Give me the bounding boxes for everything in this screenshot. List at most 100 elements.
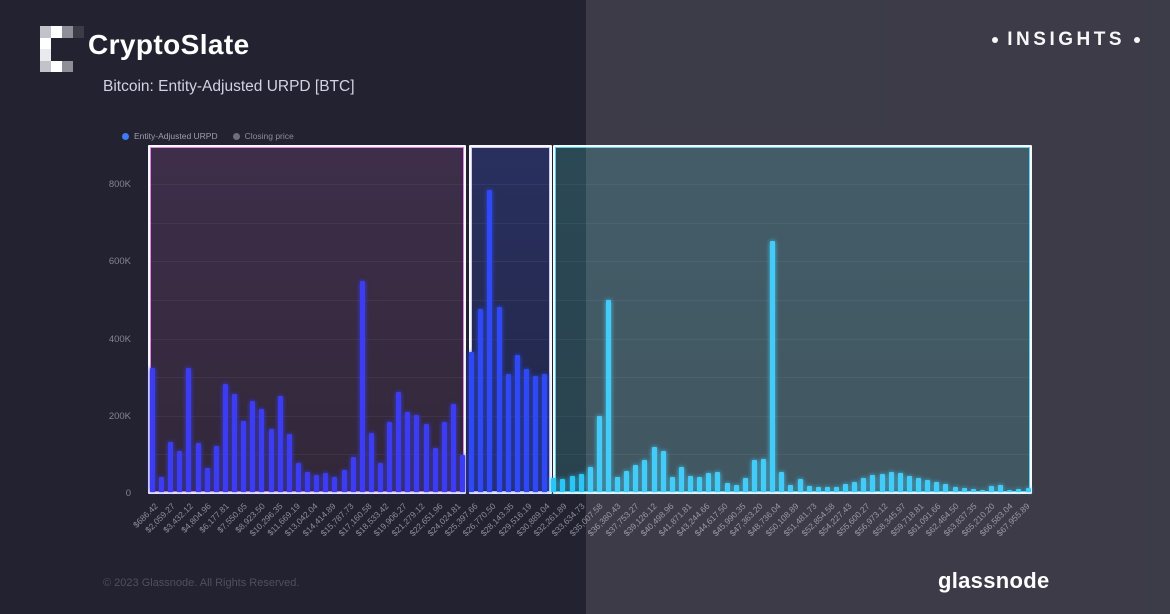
urpd-bar-75 xyxy=(833,486,839,492)
urpd-bar-27 xyxy=(396,391,402,492)
urpd-bar-9 xyxy=(232,394,238,492)
urpd-bar-81 xyxy=(888,471,894,492)
region-high-price-band xyxy=(553,145,1032,494)
urpd-bar-33 xyxy=(450,404,456,492)
urpd-bar-44 xyxy=(551,478,557,492)
y-tick-label: 600K xyxy=(108,256,131,268)
urpd-bar-23 xyxy=(359,280,365,492)
urpd-bar-10 xyxy=(241,421,247,492)
urpd-bar-2 xyxy=(168,441,174,492)
urpd-bar-25 xyxy=(377,463,383,492)
urpd-bar-0 xyxy=(150,367,155,492)
insights-label: INSIGHTS xyxy=(1007,29,1125,50)
urpd-bar-4 xyxy=(186,368,192,492)
y-tick-label: 0 xyxy=(125,488,131,499)
urpd-bar-84 xyxy=(916,478,922,492)
legend-label: Entity-Adjusted URPD xyxy=(134,131,218,141)
urpd-bar-91 xyxy=(979,490,985,492)
urpd-bar-15 xyxy=(286,434,292,492)
urpd-bar-5 xyxy=(195,442,201,492)
urpd-bar-49 xyxy=(596,415,602,492)
urpd-bar-95 xyxy=(1016,488,1022,492)
urpd-bar-30 xyxy=(423,424,429,492)
urpd-bar-72 xyxy=(806,485,812,492)
urpd-bar-77 xyxy=(852,481,858,492)
legend-label: Closing price xyxy=(244,131,294,141)
y-tick-label: 800K xyxy=(108,179,131,190)
urpd-bar-11 xyxy=(250,401,256,492)
urpd-bar-86 xyxy=(934,481,940,492)
urpd-bar-18 xyxy=(314,475,320,492)
urpd-bar-26 xyxy=(387,422,393,492)
copyright-text: © 2023 Glassnode. All Rights Reserved. xyxy=(103,577,300,589)
urpd-bar-93 xyxy=(998,485,1004,492)
cryptoslate-logo xyxy=(40,26,84,72)
urpd-bar-54 xyxy=(642,459,648,492)
bullet-dot-icon xyxy=(1134,37,1140,43)
gridline xyxy=(150,261,1030,263)
urpd-bar-65 xyxy=(742,478,748,492)
urpd-bar-57 xyxy=(669,476,675,492)
urpd-bar-51 xyxy=(615,477,621,492)
urpd-bar-69 xyxy=(779,471,785,492)
urpd-bar-90 xyxy=(970,488,976,492)
chart-legend: Entity-Adjusted URPD Closing price xyxy=(122,131,294,141)
urpd-bar-73 xyxy=(815,486,821,492)
urpd-bar-13 xyxy=(268,429,274,492)
urpd-bar-24 xyxy=(368,432,374,492)
gridline xyxy=(150,299,1030,301)
urpd-bar-66 xyxy=(751,459,757,492)
urpd-bar-38 xyxy=(496,307,502,492)
legend-dot-icon xyxy=(122,132,129,140)
gridline xyxy=(150,222,1030,224)
gridline xyxy=(150,454,1030,456)
urpd-bar-55 xyxy=(651,446,657,492)
urpd-bar-74 xyxy=(824,486,830,492)
urpd-bar-28 xyxy=(405,411,411,492)
urpd-bar-53 xyxy=(633,464,639,492)
urpd-bar-1 xyxy=(159,476,165,492)
urpd-bar-92 xyxy=(989,485,995,492)
urpd-bar-14 xyxy=(277,396,283,492)
urpd-bar-41 xyxy=(523,369,529,492)
urpd-bar-40 xyxy=(514,355,520,492)
y-tick-label: 200K xyxy=(108,410,131,422)
chart-plot xyxy=(148,145,1032,494)
urpd-bar-39 xyxy=(505,374,511,492)
urpd-bar-80 xyxy=(879,473,885,492)
gridline xyxy=(150,338,1030,340)
urpd-bar-56 xyxy=(660,450,666,492)
legend-item-closing-price[interactable]: Closing price xyxy=(232,131,294,141)
urpd-bar-29 xyxy=(414,414,420,492)
urpd-bar-48 xyxy=(587,466,593,492)
urpd-bar-17 xyxy=(305,471,311,492)
urpd-bar-47 xyxy=(578,473,584,492)
urpd-bar-96 xyxy=(1025,488,1031,492)
urpd-bar-45 xyxy=(560,479,566,492)
urpd-bar-85 xyxy=(925,480,931,492)
urpd-bar-36 xyxy=(478,308,484,492)
urpd-bar-60 xyxy=(697,476,703,492)
urpd-bar-34 xyxy=(460,454,466,492)
urpd-bar-35 xyxy=(469,352,475,492)
bullet-dot-icon xyxy=(992,37,999,43)
glassnode-wordmark: glassnode xyxy=(938,568,1050,593)
urpd-bar-32 xyxy=(441,422,447,492)
urpd-bar-12 xyxy=(259,409,265,492)
gridline xyxy=(150,377,1030,379)
gridline xyxy=(150,415,1030,417)
gridline xyxy=(150,184,1030,186)
legend-item-urpd[interactable]: Entity-Adjusted URPD xyxy=(122,131,218,141)
urpd-bar-46 xyxy=(569,476,575,492)
y-tick-label: 400K xyxy=(108,333,131,345)
urpd-bar-6 xyxy=(204,468,210,492)
urpd-bar-20 xyxy=(332,476,338,492)
urpd-bar-83 xyxy=(906,475,912,492)
urpd-bar-63 xyxy=(724,483,730,492)
urpd-bar-37 xyxy=(487,189,493,492)
urpd-bar-82 xyxy=(897,473,903,492)
urpd-bar-42 xyxy=(533,376,539,492)
urpd-bar-16 xyxy=(295,463,301,492)
urpd-bar-8 xyxy=(222,383,228,492)
